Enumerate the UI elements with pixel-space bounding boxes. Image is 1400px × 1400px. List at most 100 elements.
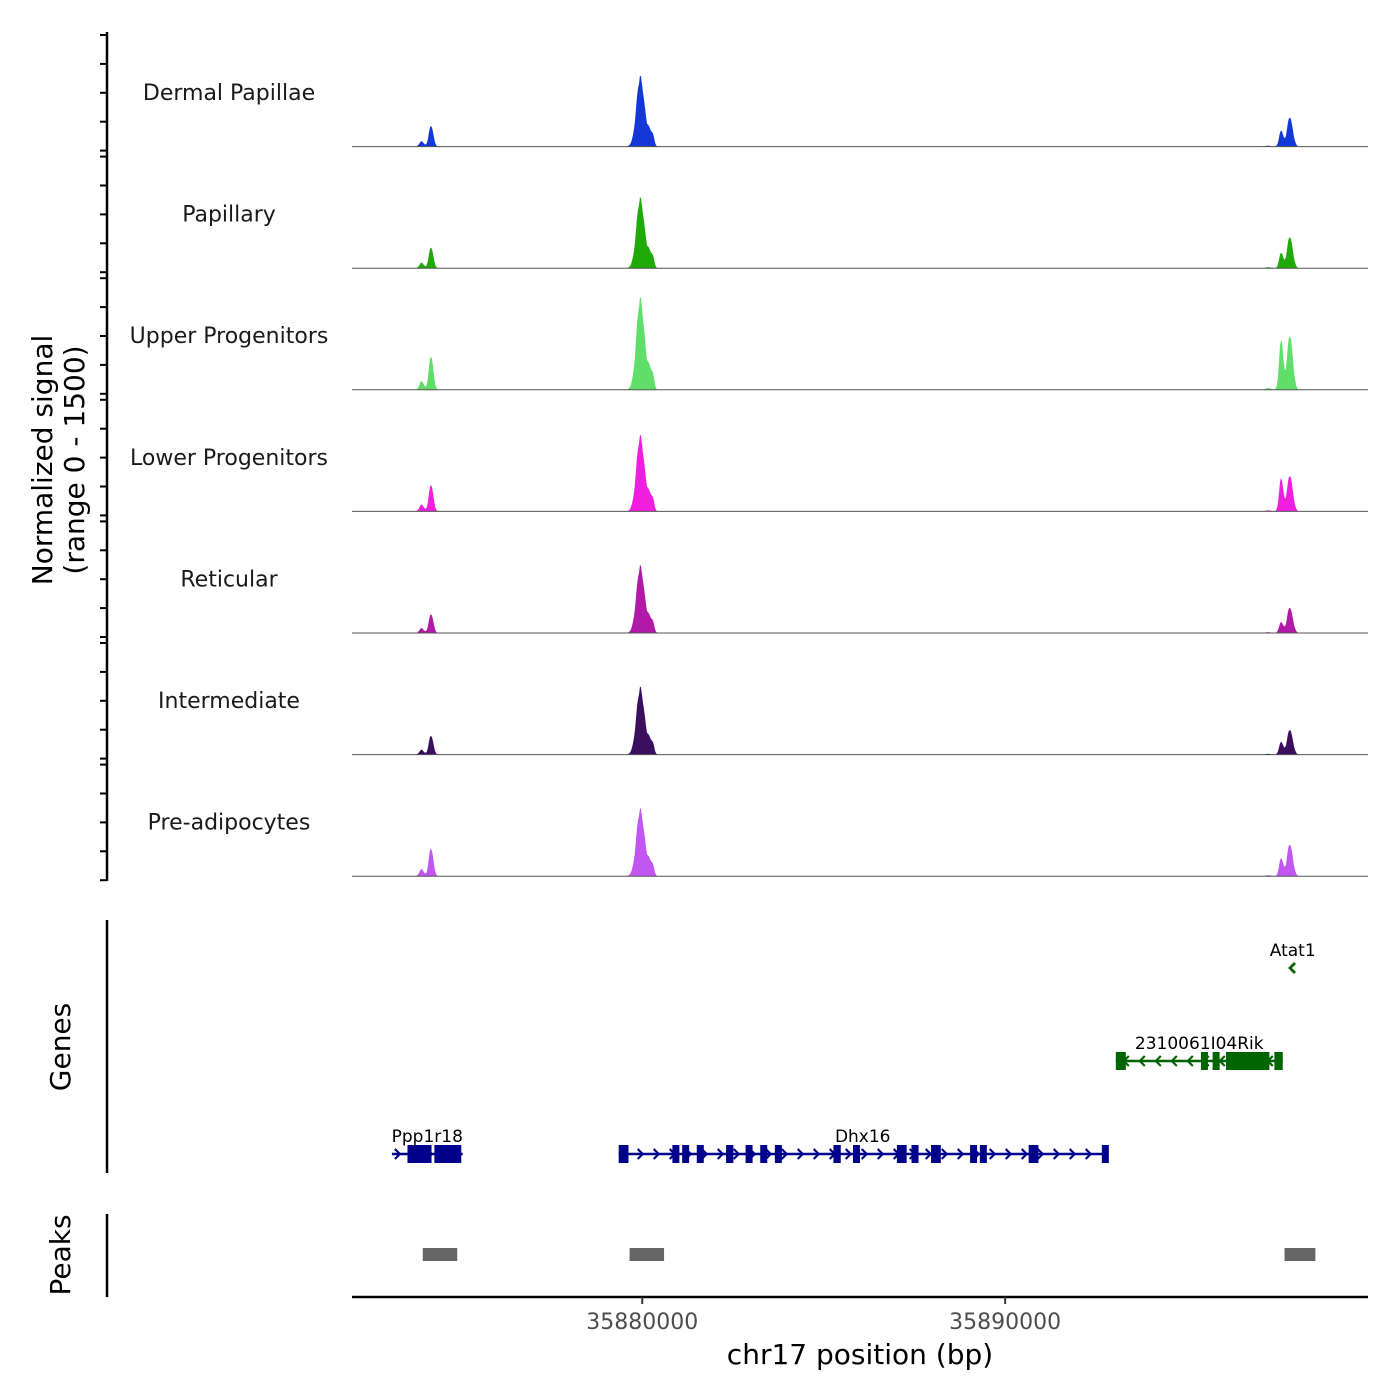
strand-arrow [1068, 1148, 1077, 1160]
track-label: Pre-adipocytes [148, 811, 311, 836]
gene-exon [1225, 1052, 1270, 1070]
gene-exon [745, 1145, 753, 1163]
strand-arrow [636, 1148, 645, 1160]
coverage-area [352, 686, 1368, 755]
strand-arrow [844, 1148, 853, 1160]
strand-arrow [1020, 1148, 1029, 1160]
strand-arrow [1052, 1148, 1061, 1160]
peak-region [629, 1248, 665, 1261]
x-tick-label: 35880000 [586, 1310, 698, 1335]
strand-arrow [924, 1148, 933, 1160]
gene-label: Atat1 [1270, 941, 1316, 961]
coverage-area [352, 75, 1368, 147]
strand-arrow [1036, 1148, 1045, 1160]
gene-exon [1274, 1052, 1283, 1070]
coverage-area [352, 434, 1368, 512]
gene-exon [896, 1145, 907, 1163]
track-label: Intermediate [158, 689, 300, 714]
gene-exon [760, 1145, 768, 1163]
strand-arrow [988, 1148, 997, 1160]
gene-label: Dhx16 [835, 1127, 891, 1147]
strand-arrow [860, 1148, 869, 1160]
peak-regions [422, 1248, 1316, 1261]
gene-exon [434, 1145, 462, 1163]
gene-label: Ppp1r18 [392, 1127, 463, 1147]
gene-exon [672, 1145, 680, 1163]
strand-arrow [1154, 1055, 1162, 1067]
strand-arrow [1138, 1055, 1146, 1067]
strand-arrow [732, 1148, 741, 1160]
gene-2310061i04rik: 2310061I04Rik [1115, 1034, 1283, 1070]
track-intermediate: Intermediate [158, 686, 1368, 756]
signal-axis [100, 32, 109, 882]
track-label: Dermal Papillae [143, 81, 315, 106]
track-upper-progenitors: Upper Progenitors [130, 296, 1368, 391]
gene-exon [970, 1145, 978, 1163]
coverage-tracks: Dermal Papillae Papillary Upper Progenitor… [130, 75, 1368, 877]
peak-region [1284, 1248, 1316, 1261]
strand-arrow [1004, 1148, 1013, 1160]
gene-exon [1101, 1145, 1109, 1163]
gene-exon [833, 1145, 841, 1163]
track-papillary: Papillary [182, 196, 1368, 269]
gene-exon [1115, 1052, 1126, 1070]
gene-exon [1200, 1052, 1208, 1070]
peaks-axis-title: Peaks [44, 1214, 77, 1295]
coverage-area [352, 196, 1368, 269]
track-pre-adipocytes: Pre-adipocytes [148, 808, 1368, 877]
genes-panel: Genes Atat1 2310061I04Rik Ppp1r18 Dhx16 [44, 920, 1316, 1173]
x-axis-title: chr17 position (bp) [727, 1338, 993, 1371]
track-reticular: Reticular [180, 564, 1368, 634]
gene-exon [682, 1145, 690, 1163]
gene-exon [911, 1145, 919, 1163]
strand-arrow [1084, 1148, 1093, 1160]
gene-models: Atat1 2310061I04Rik Ppp1r18 Dhx16 [392, 941, 1316, 1163]
x-tick-label: 35890000 [949, 1310, 1061, 1335]
gene-exon [726, 1145, 734, 1163]
strand-arrow [956, 1148, 965, 1160]
strand-arrow [1288, 962, 1296, 974]
gene-label: 2310061I04Rik [1135, 1034, 1264, 1054]
x-axis-ticks: 35880000 35890000 [586, 1297, 1061, 1335]
strand-arrow [812, 1148, 821, 1160]
gene-dhx16: Dhx16 [618, 1127, 1109, 1163]
strand-arrow [876, 1148, 885, 1160]
gene-exon [618, 1145, 629, 1163]
strand-arrow [1170, 1055, 1178, 1067]
gene-exon [852, 1145, 860, 1163]
strand-arrow [1218, 1055, 1226, 1067]
strand-arrow [764, 1148, 773, 1160]
strand-arrow [940, 1148, 949, 1160]
y-axis-title-line1: Normalized signal [26, 335, 59, 586]
gene-exon [774, 1145, 782, 1163]
coverage-area [352, 808, 1368, 877]
track-dermal-papillae: Dermal Papillae [143, 75, 1368, 148]
x-axis: 35880000 35890000 chr17 position (bp) [352, 1295, 1368, 1371]
coverage-area [352, 564, 1368, 633]
gene-atat1: Atat1 [1270, 941, 1316, 974]
genes-axis-title: Genes [44, 1003, 77, 1091]
gene-exon [1028, 1145, 1039, 1163]
strand-arrow [394, 1148, 402, 1160]
track-label: Papillary [182, 203, 276, 228]
gene-exon [407, 1145, 432, 1163]
gene-exon [1212, 1052, 1220, 1070]
gene-exon [696, 1145, 704, 1163]
strand-arrow [1186, 1055, 1194, 1067]
track-label: Lower Progenitors [130, 446, 328, 471]
strand-arrow [780, 1148, 789, 1160]
track-label: Upper Progenitors [130, 324, 329, 349]
y-axis-title: Normalized signal (range 0 - 1500) [26, 335, 91, 586]
gene-exon [931, 1145, 941, 1163]
gene-exon [979, 1145, 987, 1163]
strand-arrow [652, 1148, 661, 1160]
gene-ppp1r18: Ppp1r18 [392, 1127, 463, 1163]
y-axis-title-line2: (range 0 - 1500) [58, 345, 91, 574]
track-lower-progenitors: Lower Progenitors [130, 434, 1368, 512]
peaks-panel: Peaks [44, 1214, 1316, 1297]
coverage-area [352, 296, 1368, 390]
peak-region [422, 1248, 458, 1261]
signal-axis-ticks [100, 34, 107, 882]
track-label: Reticular [180, 567, 278, 592]
